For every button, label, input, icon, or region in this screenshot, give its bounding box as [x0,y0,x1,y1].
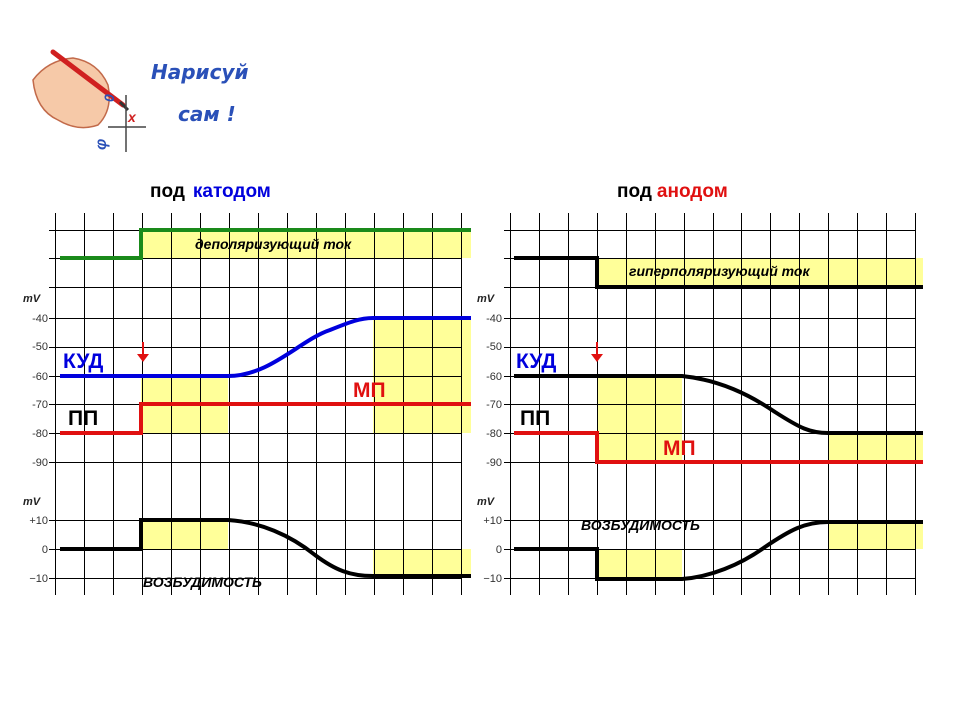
logo-line-1: Нарисуй [151,60,249,84]
logo: x φ 0 Нарисуй сам ! [28,40,248,155]
right-membrane-tick-label: -40 [486,313,502,325]
left-mp-line [60,402,471,435]
header-right: под анодом [617,181,728,202]
axis-ticks: -40 -40 -50 -50 -60 -60 -70 -70 -80 -80 -90 -90 +10 +… [29,313,502,585]
left-pp-label: ПП [68,407,98,430]
svg-text:φ: φ [93,139,110,150]
labels: деполяризующий ток гиперполяризующий ток… [23,236,810,590]
right-membrane-tick-label: -60 [486,371,502,383]
right-exc-unit: mV [477,496,496,508]
hand-drawing-graph-icon: x φ 0 [32,49,146,152]
right-fill-regions [597,258,923,579]
svg-text:0: 0 [101,94,117,102]
right-fill-b [828,433,923,462]
left-kud-label: КУД [63,350,103,373]
header-right-prefix: под [617,181,652,202]
left-membrane-tick-label: -90 [32,457,48,469]
left-exc-tick-label: +10 [29,515,48,527]
left-membrane-tick-label: -80 [32,428,48,440]
left-excitability-line [60,518,471,578]
right-exc-tick-label: 0 [496,544,502,556]
left-exc-unit: mV [23,496,42,508]
left-exc-tick-label: 0 [42,544,48,556]
right-mp-label: МП [663,437,696,460]
right-mp-line [514,431,923,464]
right-exc-fill-b [828,522,923,549]
right-membrane-unit: mV [477,293,496,305]
left-fill-b [373,318,471,433]
left-exc-fill-a [141,520,228,549]
left-membrane-tick-label: -40 [32,313,48,325]
right-pp-label: ПП [520,407,550,430]
right-membrane-tick-label: -90 [486,457,502,469]
header-left-prefix: под [150,181,185,202]
header-left-word: катодом [193,181,271,202]
left-membrane-unit: mV [23,293,42,305]
left-excitability-label: ВОЗБУДИМОСТЬ [143,574,262,590]
stimulus-markers [137,342,603,362]
left-membrane-tick-label: -60 [32,371,48,383]
right-excitability-label: ВОЗБУДИМОСТЬ [581,517,700,533]
right-current-label: гиперполяризующий ток [629,263,810,279]
right-stimulus-arrow-icon [591,342,603,362]
svg-text:x: x [127,109,137,125]
right-exc-tick-label: −10 [483,573,502,585]
left-fill-regions [141,230,471,576]
left-exc-tick-label: −10 [29,573,48,585]
left-current-fill [141,230,471,258]
header-left: под катодом [150,181,271,202]
right-current-line [514,256,923,289]
left-mp-label: МП [353,379,386,402]
left-current-line [60,228,471,260]
logo-line-2: сам ! [178,102,236,126]
left-kud-line [60,316,471,378]
curves [60,228,923,581]
right-exc-fill-a [597,549,682,579]
right-exc-tick-label: +10 [483,515,502,527]
right-membrane-tick-label: -50 [486,341,502,353]
right-kud-label: КУД [516,350,556,373]
right-membrane-tick-label: -80 [486,428,502,440]
left-current-label: деполяризующий ток [195,236,352,252]
left-membrane-tick-label: -50 [32,341,48,353]
left-exc-fill-b [373,549,471,576]
right-excitability-line [514,520,923,581]
header-right-word: анодом [657,181,728,202]
right-fill-a [597,376,682,462]
right-membrane-tick-label: -70 [486,399,502,411]
right-current-fill [597,258,923,287]
right-kud-line [514,374,923,435]
left-stimulus-arrow-icon [137,342,149,362]
left-membrane-tick-label: -70 [32,399,48,411]
